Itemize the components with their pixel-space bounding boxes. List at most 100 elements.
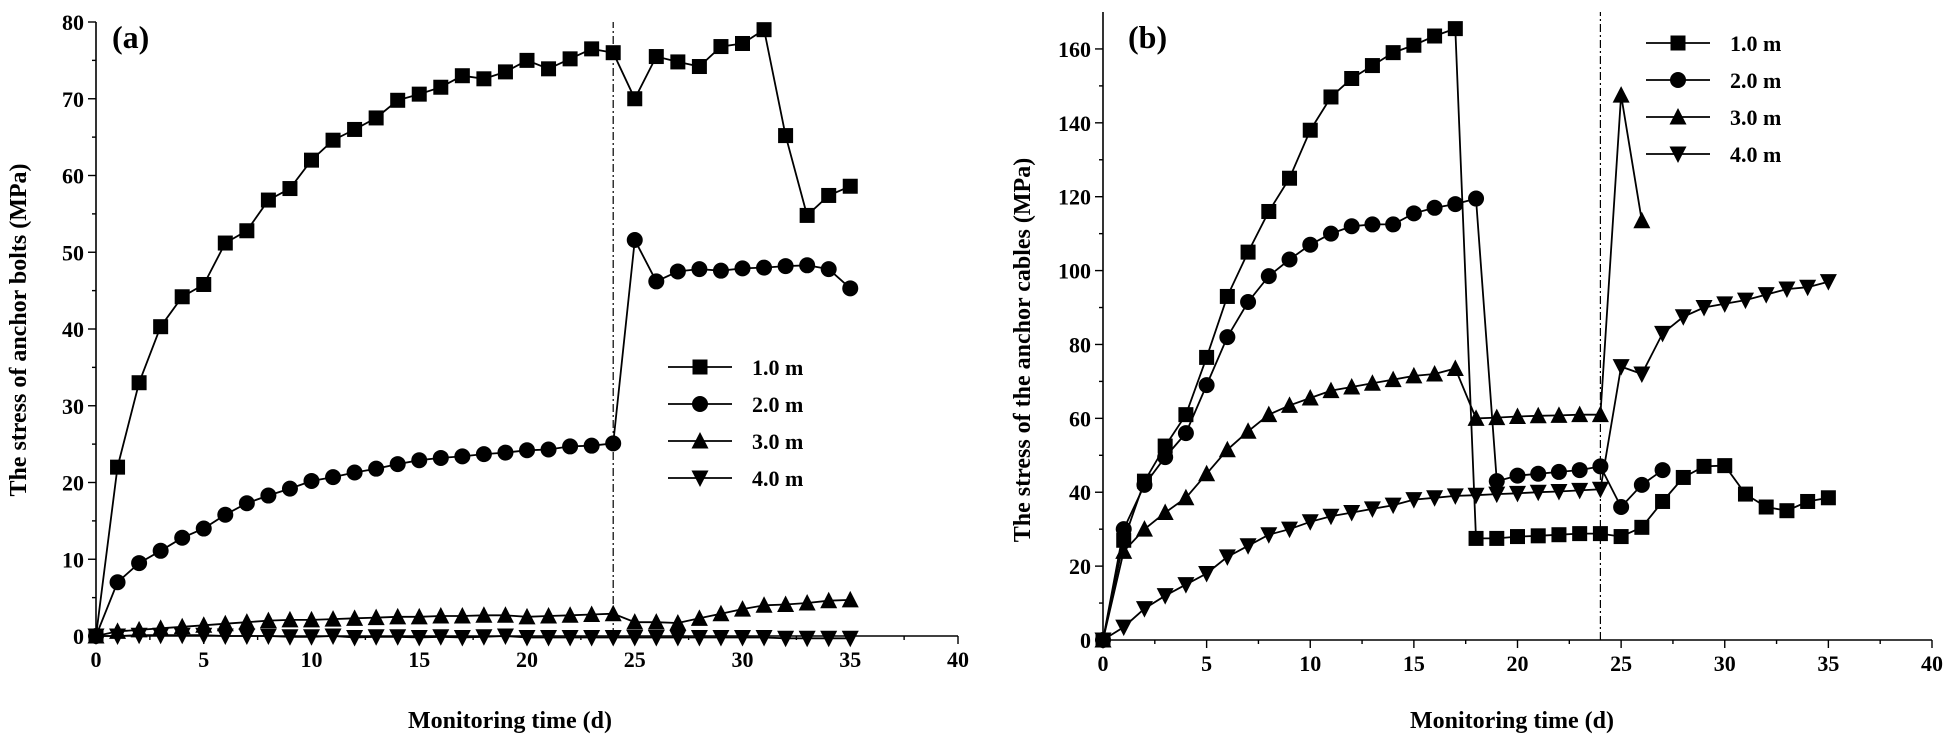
data-point bbox=[109, 574, 126, 591]
data-point bbox=[712, 262, 729, 279]
legend-label: 1.0 m bbox=[752, 355, 803, 380]
data-point bbox=[1094, 632, 1112, 649]
data-point bbox=[238, 495, 255, 512]
data-point bbox=[841, 590, 859, 608]
x-tick-label-b: 0 bbox=[1098, 651, 1109, 676]
data-point bbox=[1135, 520, 1153, 537]
data-point bbox=[691, 261, 708, 278]
data-point bbox=[324, 628, 342, 645]
data-point bbox=[432, 607, 450, 624]
data-point bbox=[411, 86, 427, 102]
data-point bbox=[519, 52, 535, 68]
y-tick-label-a: 30 bbox=[62, 394, 84, 419]
data-point bbox=[390, 92, 406, 108]
data-point bbox=[325, 132, 341, 148]
data-point bbox=[1260, 268, 1277, 285]
data-point bbox=[1115, 619, 1133, 637]
data-point bbox=[130, 627, 148, 645]
data-point bbox=[1571, 462, 1588, 479]
y-axis-title-a: The stress of anchor bolts (MPa) bbox=[6, 163, 32, 496]
x-tick-label-b: 10 bbox=[1299, 651, 1321, 676]
y-tick-label-b: 20 bbox=[1069, 554, 1091, 579]
data-point bbox=[1343, 505, 1361, 522]
data-point bbox=[1322, 225, 1339, 242]
data-point bbox=[410, 607, 428, 625]
data-point bbox=[1426, 199, 1443, 216]
data-point bbox=[1571, 482, 1589, 500]
panel-label-a: (a) bbox=[112, 19, 149, 55]
data-point bbox=[1737, 486, 1753, 502]
data-point bbox=[541, 61, 557, 77]
data-point bbox=[1384, 497, 1402, 515]
data-point bbox=[1530, 528, 1546, 544]
data-point bbox=[1157, 438, 1173, 454]
data-point bbox=[669, 630, 687, 647]
data-point bbox=[820, 261, 837, 278]
data-point bbox=[281, 629, 299, 646]
data-point bbox=[1799, 279, 1817, 297]
series-line bbox=[95, 28, 851, 637]
data-point bbox=[1343, 377, 1361, 395]
series-b-3 bbox=[1094, 86, 1651, 648]
data-point bbox=[1674, 309, 1692, 326]
data-point bbox=[433, 79, 449, 95]
data-point bbox=[842, 280, 859, 297]
data-point bbox=[1529, 406, 1547, 424]
data-point bbox=[735, 35, 750, 51]
panel-label-b: (b) bbox=[1128, 19, 1167, 55]
data-point bbox=[1571, 405, 1589, 423]
data-point bbox=[1634, 519, 1650, 535]
legend-b: 1.0 m 2.0 m 3.0 m 4.0 m bbox=[1646, 31, 1781, 167]
data-point bbox=[713, 39, 729, 55]
x-tick-label-b: 20 bbox=[1507, 651, 1529, 676]
y-tick-label-b: 120 bbox=[1058, 185, 1091, 210]
x-tick-label-a: 15 bbox=[408, 647, 430, 672]
data-point bbox=[1778, 281, 1796, 299]
data-point bbox=[1757, 287, 1775, 304]
data-point bbox=[282, 181, 298, 197]
data-point bbox=[1716, 296, 1734, 313]
legend-label: 1.0 m bbox=[1730, 31, 1781, 56]
series-line bbox=[1102, 197, 1664, 641]
data-point bbox=[346, 630, 364, 647]
data-point bbox=[195, 627, 213, 645]
data-point bbox=[1613, 529, 1629, 545]
data-point bbox=[1116, 532, 1132, 548]
data-point bbox=[734, 260, 751, 277]
data-point bbox=[475, 446, 492, 463]
data-point bbox=[152, 627, 170, 645]
x-axis-title-a: Monitoring time (d) bbox=[408, 708, 612, 734]
data-point bbox=[1363, 501, 1381, 518]
data-point bbox=[1488, 408, 1506, 426]
data-point bbox=[174, 289, 190, 305]
y-tick-label-a: 80 bbox=[62, 10, 84, 35]
data-point bbox=[734, 630, 751, 647]
data-point bbox=[1427, 28, 1443, 44]
data-point bbox=[798, 630, 816, 648]
data-point bbox=[777, 595, 795, 613]
data-point bbox=[690, 630, 708, 647]
data-point bbox=[1550, 463, 1567, 480]
data-point bbox=[1218, 440, 1236, 458]
series-b-4 bbox=[1094, 274, 1837, 649]
data-point bbox=[1135, 601, 1153, 618]
y-tick-label-a: 70 bbox=[62, 87, 84, 112]
data-point bbox=[1654, 325, 1672, 343]
data-point bbox=[496, 606, 514, 623]
data-point bbox=[778, 128, 794, 144]
data-point bbox=[1157, 449, 1174, 466]
y-tick-label-b: 40 bbox=[1069, 480, 1091, 505]
data-point bbox=[1177, 425, 1194, 442]
data-point bbox=[669, 263, 686, 280]
data-point bbox=[196, 276, 212, 292]
data-point bbox=[1509, 485, 1526, 503]
y-tick-label-a: 20 bbox=[62, 471, 84, 496]
data-point bbox=[239, 223, 255, 239]
data-point bbox=[238, 628, 256, 645]
data-point bbox=[604, 604, 622, 622]
data-point bbox=[712, 604, 730, 622]
y-axis-title-b: The stress of the anchor cables (MPa) bbox=[1010, 158, 1036, 542]
data-point bbox=[1488, 486, 1506, 504]
legend-marker bbox=[1670, 35, 1686, 51]
